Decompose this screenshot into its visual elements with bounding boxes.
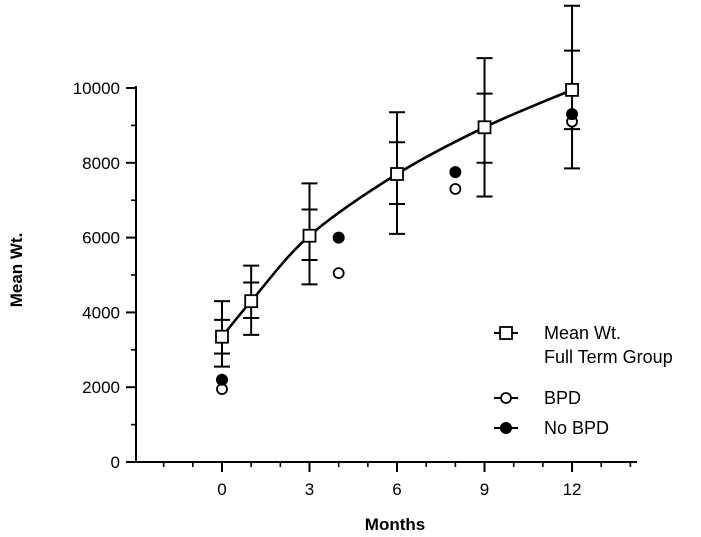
data-point-open-circle [449, 183, 462, 195]
legend-label: Full Term Group [544, 347, 673, 367]
data-point-square [499, 326, 513, 340]
x-tick-label: 12 [563, 480, 582, 499]
data-point-square [244, 294, 259, 309]
data-point-filled-circle [216, 373, 228, 386]
legend-label: No BPD [544, 418, 609, 438]
legend-label: Mean Wt. [544, 323, 621, 343]
data-points [215, 82, 579, 395]
error-bars [214, 4, 581, 368]
y-tick-label: 8000 [82, 154, 120, 173]
data-point-square [390, 167, 404, 181]
x-tick-label: 9 [480, 480, 489, 499]
y-tick-label: 4000 [82, 303, 120, 322]
data-point-square [215, 329, 229, 344]
y-axis-title: Mean Wt. [7, 233, 26, 308]
legend-label: BPD [544, 388, 581, 408]
data-point-filled-circle [332, 231, 345, 244]
y-tick-label: 2000 [82, 378, 120, 397]
data-point-filled-circle [500, 422, 512, 434]
x-axis-title: Months [365, 515, 425, 534]
legend: Mean Wt. Full Term Group BPD No BPD [494, 323, 673, 438]
data-point-filled-circle [449, 166, 462, 179]
data-point-open-circle [332, 267, 345, 280]
x-tick-label: 6 [392, 480, 401, 499]
y-tick-label: 6000 [82, 229, 120, 248]
data-point-filled-circle [566, 108, 579, 121]
data-point-square [302, 228, 317, 243]
x-tick-label: 3 [305, 480, 314, 499]
y-tick-label: 0 [111, 453, 120, 472]
x-tick-label: 0 [217, 480, 226, 499]
axes: 0 3 6 9 12 0 2000 4000 6000 8000 10000 [73, 79, 637, 499]
data-point-square [477, 120, 492, 135]
data-point-square [565, 82, 579, 97]
data-point-open-circle [500, 392, 512, 404]
y-tick-label: 10000 [73, 79, 120, 98]
